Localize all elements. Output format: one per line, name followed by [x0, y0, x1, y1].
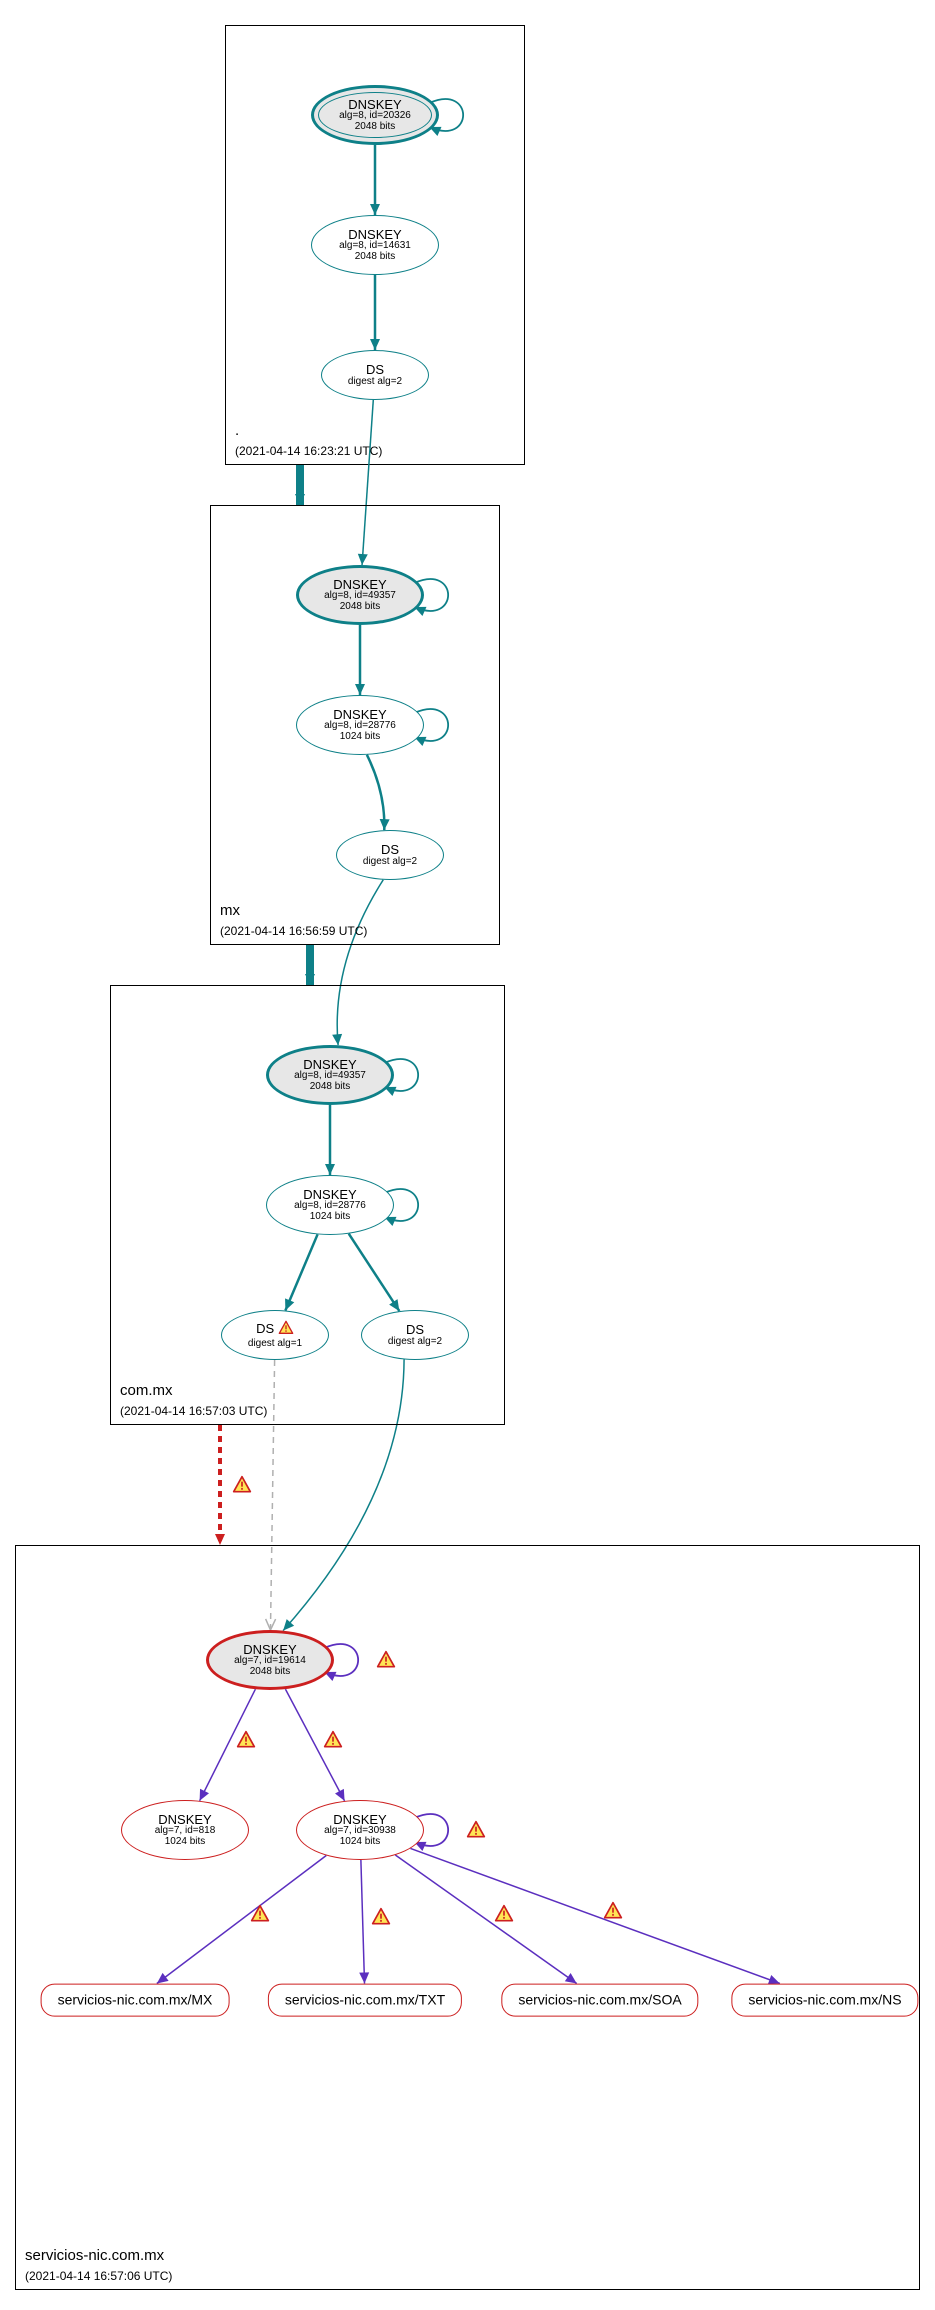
node-title: DS [381, 843, 399, 857]
node-title: DS [256, 1320, 294, 1339]
warning-icon [323, 1730, 343, 1750]
node-root_ds: DSdigest alg=2 [321, 350, 429, 400]
node-sn_soa: servicios-nic.com.mx/SOA [501, 1984, 698, 2017]
warning-icon [603, 1901, 623, 1921]
node-title: DNSKEY [348, 228, 401, 242]
node-mx_zsk: DNSKEYalg=8, id=287761024 bits [296, 695, 424, 755]
node-sn_txt: servicios-nic.com.mx/TXT [268, 1984, 462, 2017]
node-cm_ds1: DS digest alg=1 [221, 1310, 329, 1360]
node-sub1: digest alg=1 [248, 1339, 302, 1350]
node-sub2: 2048 bits [355, 252, 396, 263]
node-sub2: 1024 bits [340, 1837, 381, 1848]
node-sub2: 2048 bits [310, 1082, 351, 1093]
node-mx_ksk: DNSKEYalg=8, id=493572048 bits [296, 565, 424, 625]
node-title: DNSKEY [158, 1813, 211, 1827]
warning-icon [376, 1650, 396, 1670]
zone-snic [15, 1545, 920, 2290]
node-sn_zsk2: DNSKEYalg=7, id=309381024 bits [296, 1800, 424, 1860]
warning-icon [236, 1730, 256, 1750]
node-title: DNSKEY [243, 1643, 296, 1657]
zone-name: com.mx [120, 1382, 173, 1399]
node-title: DNSKEY [303, 1188, 356, 1202]
node-title: servicios-nic.com.mx/MX [58, 1993, 213, 2008]
node-title: DS [406, 1323, 424, 1337]
zone-timestamp: (2021-04-14 16:57:06 UTC) [25, 2269, 172, 2283]
node-root_ksk: DNSKEYalg=8, id=203262048 bits [311, 85, 439, 145]
node-sn_ns: servicios-nic.com.mx/NS [731, 1984, 918, 2017]
node-title: DNSKEY [303, 1058, 356, 1072]
node-root_zsk: DNSKEYalg=8, id=146312048 bits [311, 215, 439, 275]
node-sub1: alg=8, id=20326 [339, 111, 411, 122]
node-title: servicios-nic.com.mx/SOA [518, 1993, 681, 2008]
warning-icon [494, 1904, 514, 1924]
node-title: servicios-nic.com.mx/NS [748, 1993, 901, 2008]
zone-name: servicios-nic.com.mx [25, 2247, 164, 2264]
node-sub1: digest alg=2 [363, 857, 417, 868]
warning-icon [466, 1820, 486, 1840]
node-sub2: 1024 bits [310, 1212, 351, 1223]
node-sn_ksk: DNSKEYalg=7, id=196142048 bits [206, 1630, 334, 1690]
zone-label-commx: com.mx (2021-04-14 16:57:03 UTC) [120, 1381, 267, 1422]
node-sub1: digest alg=2 [348, 377, 402, 388]
zone-timestamp: (2021-04-14 16:23:21 UTC) [235, 444, 382, 458]
node-sn_mx: servicios-nic.com.mx/MX [41, 1984, 230, 2017]
zone-label-mx: mx (2021-04-14 16:56:59 UTC) [220, 901, 367, 942]
node-mx_ds: DSdigest alg=2 [336, 830, 444, 880]
node-title: DNSKEY [333, 578, 386, 592]
warning-icon [250, 1904, 270, 1924]
zone-timestamp: (2021-04-14 16:57:03 UTC) [120, 1404, 267, 1418]
node-title: DNSKEY [348, 98, 401, 112]
node-title: DNSKEY [333, 708, 386, 722]
node-sub2: 2048 bits [355, 122, 396, 133]
zone-label-root: . (2021-04-14 16:23:21 UTC) [235, 421, 382, 462]
node-title: DS [366, 363, 384, 377]
node-sn_zsk1: DNSKEYalg=7, id=8181024 bits [121, 1800, 249, 1860]
node-title: servicios-nic.com.mx/TXT [285, 1993, 445, 2008]
node-sub2: 1024 bits [340, 732, 381, 743]
node-sub1: digest alg=2 [388, 1337, 442, 1348]
diagram-canvas: . (2021-04-14 16:23:21 UTC) mx (2021-04-1… [0, 0, 935, 2310]
warning-icon [371, 1907, 391, 1927]
node-cm_ds2: DSdigest alg=2 [361, 1310, 469, 1360]
node-title: DNSKEY [333, 1813, 386, 1827]
node-sub2: 2048 bits [340, 602, 381, 613]
node-cm_ksk: DNSKEYalg=8, id=493572048 bits [266, 1045, 394, 1105]
zone-timestamp: (2021-04-14 16:56:59 UTC) [220, 924, 367, 938]
node-sub2: 1024 bits [165, 1837, 206, 1848]
zone-name: mx [220, 902, 240, 919]
node-cm_zsk: DNSKEYalg=8, id=287761024 bits [266, 1175, 394, 1235]
zone-name: . [235, 422, 239, 439]
node-sub2: 2048 bits [250, 1667, 291, 1678]
zone-label-snic: servicios-nic.com.mx (2021-04-14 16:57:0… [25, 2246, 172, 2287]
warning-icon [232, 1475, 252, 1495]
